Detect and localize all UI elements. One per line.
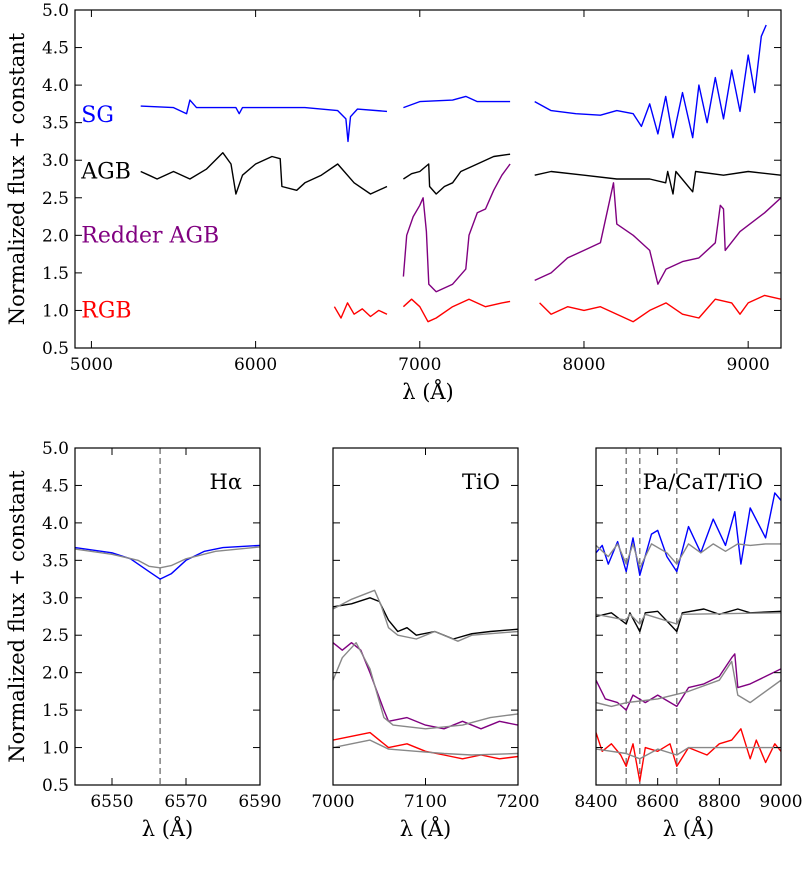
tio-zoom-agb-model-spectrum-1 xyxy=(333,589,518,642)
full-spectrum-x-tick-label: 7000 xyxy=(398,355,441,375)
tio-zoom-redder-agb-observed-spectrum-1 xyxy=(333,642,518,730)
full-spectrum-y-tick-label: 2.5 xyxy=(42,189,69,209)
full-spectrum-x-tick-label: 9000 xyxy=(727,355,770,375)
pa-cat-tio-zoom-x-tick-label: 9000 xyxy=(759,792,802,812)
halpha-zoom-x-axis-label: λ (Å) xyxy=(142,816,194,841)
tio-zoom-agb-observed-spectrum-1 xyxy=(333,597,518,640)
rgb-series-label: RGB xyxy=(81,298,131,323)
pa-cat-tio-zoom-rgb-model-spectrum-1 xyxy=(596,746,781,760)
full-spectrum-y-tick-label: 1.0 xyxy=(42,301,69,321)
halpha-zoom-panel: 6550 6570 6590 0.5 1.0 1.5 2.0 2.5 3.0 3.5 4.0 4.5 5… xyxy=(5,439,282,841)
halpha-zoom-y-tick-label: 5.0 xyxy=(42,439,69,459)
agb-series-label: AGB xyxy=(80,159,131,184)
full-spectrum-rgb-spectrum-3 xyxy=(539,294,781,323)
full-spectrum-redder-agb-spectrum-2 xyxy=(534,182,781,285)
full-spectrum-rgb-spectrum-2 xyxy=(402,298,511,323)
full-spectrum-x-axis-label: λ (Å) xyxy=(402,379,454,404)
pa-cat-tio-zoom-agb-model-spectrum-1 xyxy=(596,612,781,625)
full-spectrum-y-axis-label: Normalized flux + constant xyxy=(5,32,29,325)
full-spectrum-y-tick-label: 3.5 xyxy=(42,114,69,134)
full-spectrum-x-tick-label: 6000 xyxy=(234,355,277,375)
full-spectrum-sg-spectrum-1 xyxy=(140,99,388,143)
redder-agb-series-label: Redder AGB xyxy=(81,223,219,248)
tio-zoom-rgb-model-spectrum-1 xyxy=(333,739,518,756)
halpha-zoom-sg-model-spectrum-1 xyxy=(75,546,260,569)
halpha-zoom-y-tick-label: 2.5 xyxy=(42,626,69,646)
pa-cat-tio-zoom-x-tick-label: 8600 xyxy=(636,792,679,812)
full-spectrum-y-tick-label: 5.0 xyxy=(42,1,69,21)
full-spectrum-x-tick-label: 5000 xyxy=(70,355,113,375)
tio-zoom-rgb-observed-spectrum-1 xyxy=(333,731,518,760)
tio-zoom-redder-agb-model-spectrum-1 xyxy=(333,642,518,730)
full-spectrum-y-tick-label: 4.0 xyxy=(42,76,69,96)
halpha-zoom-x-tick-label: 6570 xyxy=(164,792,207,812)
full-spectrum-sg-spectrum-2 xyxy=(403,95,511,109)
halpha-zoom-y-tick-label: 1.0 xyxy=(42,739,69,759)
tio-zoom-title: TiO xyxy=(462,470,500,494)
halpha-zoom-title: Hα xyxy=(210,470,243,494)
full-spectrum-agb-spectrum-3 xyxy=(534,170,781,195)
halpha-zoom-y-axis-label: Normalized flux + constant xyxy=(5,470,29,763)
pa-cat-tio-zoom-sg-observed-spectrum-1 xyxy=(596,492,781,576)
tio-zoom-x-tick-label: 7000 xyxy=(311,792,354,812)
pa-cat-tio-zoom-frame xyxy=(595,447,782,786)
full-spectrum-y-tick-label: 3.0 xyxy=(42,151,69,171)
pa-cat-tio-zoom-redder-agb-observed-spectrum-1 xyxy=(596,653,781,711)
pa-cat-tio-zoom-panel: 8400 8600 8800 9000 λ (Å) Pa/CaT/TiO xyxy=(574,447,802,841)
full-spectrum-y-tick-label: 0.5 xyxy=(42,339,69,359)
full-spectrum-y-tick-label: 1.5 xyxy=(42,264,69,284)
halpha-zoom-x-tick-label: 6590 xyxy=(238,792,281,812)
pa-cat-tio-zoom-title: Pa/CaT/TiO xyxy=(643,470,763,494)
full-spectrum-frame xyxy=(74,9,782,349)
pa-cat-tio-zoom-x-axis-label: λ (Å) xyxy=(663,816,715,841)
halpha-zoom-y-tick-label: 1.5 xyxy=(42,701,69,721)
tio-zoom-x-tick-label: 7200 xyxy=(496,792,539,812)
pa-cat-tio-zoom-x-tick-label: 8400 xyxy=(574,792,617,812)
full-spectrum-agb-spectrum-2 xyxy=(403,153,511,195)
full-spectrum-panel: SG AGB Redder AGB RGB 5000 6000 7000 8000 9000 0.… xyxy=(5,1,782,404)
full-spectrum-redder-agb-spectrum-1 xyxy=(402,163,511,293)
halpha-zoom-x-tick-label: 6550 xyxy=(90,792,133,812)
halpha-zoom-y-tick-label: 4.5 xyxy=(42,476,69,496)
full-spectrum-x-tick-label: 8000 xyxy=(562,355,605,375)
halpha-zoom-y-tick-label: 4.0 xyxy=(42,514,69,534)
pa-cat-tio-zoom-sg-model-spectrum-1 xyxy=(596,543,781,569)
pa-cat-tio-zoom-rgb-observed-spectrum-1 xyxy=(596,728,781,782)
halpha-zoom-y-tick-label: 0.5 xyxy=(42,776,69,796)
tio-zoom-x-tick-label: 7100 xyxy=(404,792,447,812)
pa-cat-tio-zoom-redder-agb-model-spectrum-1 xyxy=(596,660,781,708)
full-spectrum-agb-spectrum-1 xyxy=(140,152,388,195)
full-spectrum-y-tick-label: 2.0 xyxy=(42,226,69,246)
full-spectrum-y-tick-label: 4.5 xyxy=(42,39,69,59)
halpha-zoom-sg-observed-spectrum-1 xyxy=(75,544,260,580)
halpha-zoom-y-tick-label: 3.0 xyxy=(42,589,69,609)
sg-series-label: SG xyxy=(81,103,114,128)
halpha-zoom-y-tick-label: 3.5 xyxy=(42,551,69,571)
tio-zoom-panel: 7000 7100 7200 λ (Å) TiO xyxy=(311,447,540,841)
halpha-zoom-y-tick-label: 2.0 xyxy=(42,664,69,684)
halpha-zoom-frame xyxy=(74,447,261,786)
full-spectrum-rgb-spectrum-1 xyxy=(333,302,388,319)
full-spectrum-sg-spectrum-3 xyxy=(534,24,767,139)
tio-zoom-x-axis-label: λ (Å) xyxy=(400,816,452,841)
pa-cat-tio-zoom-x-tick-label: 8800 xyxy=(698,792,741,812)
